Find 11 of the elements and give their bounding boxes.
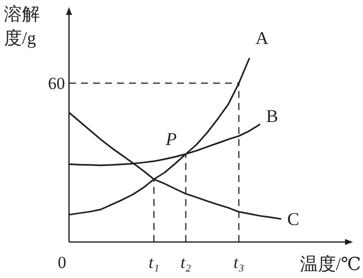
x-tick-label: t₁ [148, 253, 160, 272]
x-tick-label: t₂ [180, 253, 192, 272]
text: 60 [48, 74, 65, 94]
text: 0 [58, 253, 66, 272]
annotation: B [266, 106, 278, 126]
y-axis-title: 溶解度/g [4, 4, 40, 48]
annotation: C [287, 209, 300, 229]
x-axis-title: 温度/℃ [300, 254, 361, 274]
x-tick-label: t₃ [234, 253, 244, 272]
text: A [255, 28, 268, 48]
annotation: P [164, 129, 177, 150]
